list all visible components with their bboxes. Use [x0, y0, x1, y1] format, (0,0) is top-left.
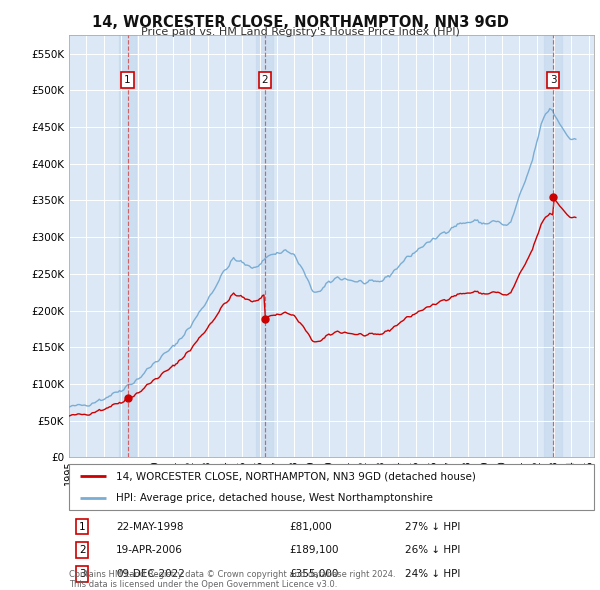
Bar [544, 35, 562, 457]
Text: 1: 1 [79, 522, 85, 532]
Text: 19-APR-2006: 19-APR-2006 [116, 545, 183, 555]
Text: £355,000: £355,000 [290, 569, 339, 579]
FancyBboxPatch shape [69, 464, 594, 510]
Text: Price paid vs. HM Land Registry's House Price Index (HPI): Price paid vs. HM Land Registry's House … [140, 27, 460, 37]
Text: 14, WORCESTER CLOSE, NORTHAMPTON, NN3 9GD: 14, WORCESTER CLOSE, NORTHAMPTON, NN3 9G… [92, 15, 508, 30]
Text: 14, WORCESTER CLOSE, NORTHAMPTON, NN3 9GD (detached house): 14, WORCESTER CLOSE, NORTHAMPTON, NN3 9G… [116, 471, 476, 481]
Text: 26% ↓ HPI: 26% ↓ HPI [405, 545, 460, 555]
Text: 27% ↓ HPI: 27% ↓ HPI [405, 522, 460, 532]
Bar [119, 35, 136, 457]
Text: 3: 3 [550, 75, 556, 85]
Text: 2: 2 [79, 545, 85, 555]
Text: 24% ↓ HPI: 24% ↓ HPI [405, 569, 460, 579]
Text: £81,000: £81,000 [290, 522, 332, 532]
Text: 2: 2 [262, 75, 268, 85]
Text: 22-MAY-1998: 22-MAY-1998 [116, 522, 184, 532]
Text: 3: 3 [79, 569, 85, 579]
Text: £189,100: £189,100 [290, 545, 339, 555]
Text: 09-DEC-2022: 09-DEC-2022 [116, 569, 185, 579]
Bar [256, 35, 274, 457]
Text: 1: 1 [124, 75, 131, 85]
Text: HPI: Average price, detached house, West Northamptonshire: HPI: Average price, detached house, West… [116, 493, 433, 503]
Text: Contains HM Land Registry data © Crown copyright and database right 2024.
This d: Contains HM Land Registry data © Crown c… [69, 570, 395, 589]
